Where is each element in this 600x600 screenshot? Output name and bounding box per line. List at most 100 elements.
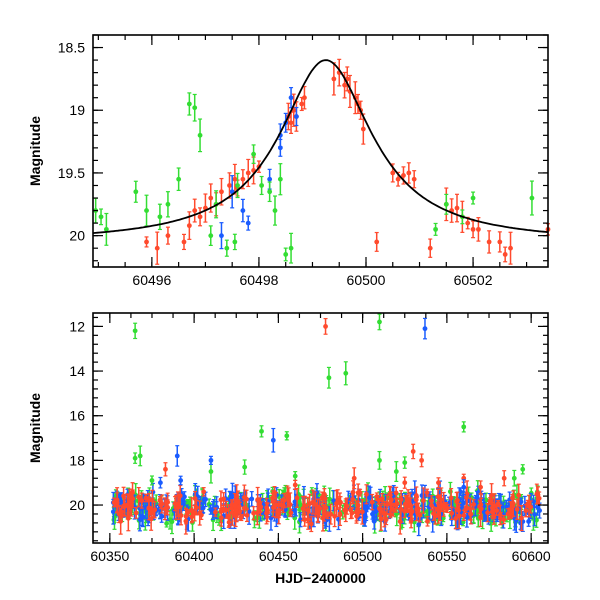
data-point [235, 172, 240, 199]
x-tick-label: 60350 [90, 548, 129, 564]
baseline-point [514, 498, 520, 520]
baseline-point [213, 507, 218, 517]
x-tick-label: 60500 [343, 548, 382, 564]
data-point [470, 220, 476, 239]
outlier-point [461, 479, 467, 496]
data-point [165, 226, 171, 245]
outlier-point [422, 317, 428, 340]
bottom-axis-ticks: 60350 60400 60450 60500 60550 60600 12 14 16 18 20 [69, 313, 551, 564]
data-point [299, 96, 305, 112]
baseline-point [321, 488, 327, 501]
baseline-point [374, 492, 380, 501]
baseline-point [163, 500, 169, 516]
baseline-point [320, 504, 326, 532]
data-point [219, 222, 224, 250]
baseline-point [149, 489, 155, 511]
data-point [203, 193, 208, 223]
data-point [497, 231, 503, 253]
x-tick-label: 60600 [512, 548, 551, 564]
x-tick-label: 60496 [132, 272, 171, 288]
baseline-point [129, 494, 134, 517]
data-point [181, 233, 187, 251]
top-axis-ticks: 60496 60498 60500 60502 18.5 19 19.5 20 [58, 34, 548, 288]
data-point [197, 207, 203, 227]
baseline-point [408, 513, 414, 529]
baseline-point [335, 489, 341, 510]
data-point [240, 198, 246, 223]
outlier-point [393, 461, 399, 483]
baseline-point [505, 508, 511, 520]
data-point [486, 230, 492, 254]
data-point [176, 167, 182, 192]
data-point [192, 93, 198, 122]
x-tick-label: 60498 [239, 272, 278, 288]
top-panel: 60496 60498 60500 60502 18.5 19 19.5 20 Magnitu… [27, 34, 551, 288]
data-point [470, 191, 476, 205]
data-point [208, 225, 214, 247]
outlier-point [351, 467, 357, 490]
baseline-point [424, 488, 430, 497]
baseline-point [501, 514, 507, 525]
baseline-point [139, 492, 145, 509]
baseline-point [359, 499, 365, 525]
baseline-point [310, 489, 316, 515]
x-tick-label: 60450 [259, 548, 298, 564]
data-point [465, 216, 471, 230]
baseline-point [192, 504, 198, 522]
outlier-point [343, 361, 349, 386]
outlier-point [132, 322, 138, 340]
data-point [245, 215, 251, 231]
baseline-point [426, 494, 432, 520]
outlier-point [270, 427, 276, 453]
data-point [144, 194, 149, 227]
y-tick-label: 14 [69, 363, 85, 379]
data-point [331, 62, 337, 96]
outlier-point [208, 455, 214, 465]
outlier-point [402, 456, 408, 469]
baseline-point [159, 494, 165, 514]
x-tick-label: 60500 [347, 272, 386, 288]
baseline-point [378, 504, 384, 518]
outlier-point [377, 450, 382, 470]
baseline-point [236, 499, 242, 515]
baseline-point [394, 497, 400, 510]
baseline-point [413, 494, 419, 505]
baseline-point [305, 496, 311, 524]
baseline-point [528, 500, 534, 514]
data-point [133, 180, 139, 203]
data-point [277, 163, 283, 196]
baseline-point [471, 499, 476, 510]
baseline-point [405, 489, 411, 513]
baseline-point [398, 490, 404, 509]
data-point [224, 239, 230, 257]
data-point [302, 85, 307, 110]
data-point [219, 177, 224, 206]
data-point [197, 118, 203, 153]
data-point [294, 106, 299, 127]
outlier-point [436, 477, 441, 489]
baseline-point [172, 496, 178, 512]
outlier-point [259, 425, 264, 438]
data-point [251, 144, 256, 164]
baseline-point [355, 507, 361, 517]
baseline-point [369, 493, 375, 511]
baseline-point [114, 492, 120, 514]
baseline-point [273, 492, 279, 519]
model-curve [92, 59, 549, 234]
top-y-axis-label: Magnitude [27, 116, 43, 186]
baseline-point [185, 509, 191, 517]
baseline-point [467, 506, 473, 521]
x-tick-label: 60502 [454, 272, 493, 288]
y-tick-label: 16 [69, 408, 85, 424]
baseline-point [441, 502, 447, 511]
outlier-point [292, 479, 298, 491]
outlier-point [501, 470, 507, 487]
outlier-point [478, 480, 483, 494]
baseline-point [257, 505, 263, 513]
data-point [502, 246, 508, 263]
baseline-point [420, 487, 426, 514]
baseline-point [232, 493, 238, 518]
data-point [229, 175, 235, 209]
baseline-point [464, 480, 470, 508]
baseline-point [510, 490, 516, 517]
